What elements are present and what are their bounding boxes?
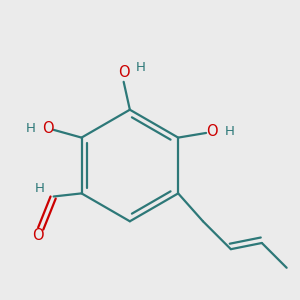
Text: O: O <box>206 124 218 139</box>
Text: O: O <box>42 121 53 136</box>
Text: O: O <box>118 65 130 80</box>
Text: H: H <box>136 61 146 74</box>
Text: H: H <box>224 125 234 138</box>
Text: H: H <box>35 182 45 195</box>
Text: H: H <box>26 122 35 135</box>
Text: O: O <box>32 228 44 243</box>
